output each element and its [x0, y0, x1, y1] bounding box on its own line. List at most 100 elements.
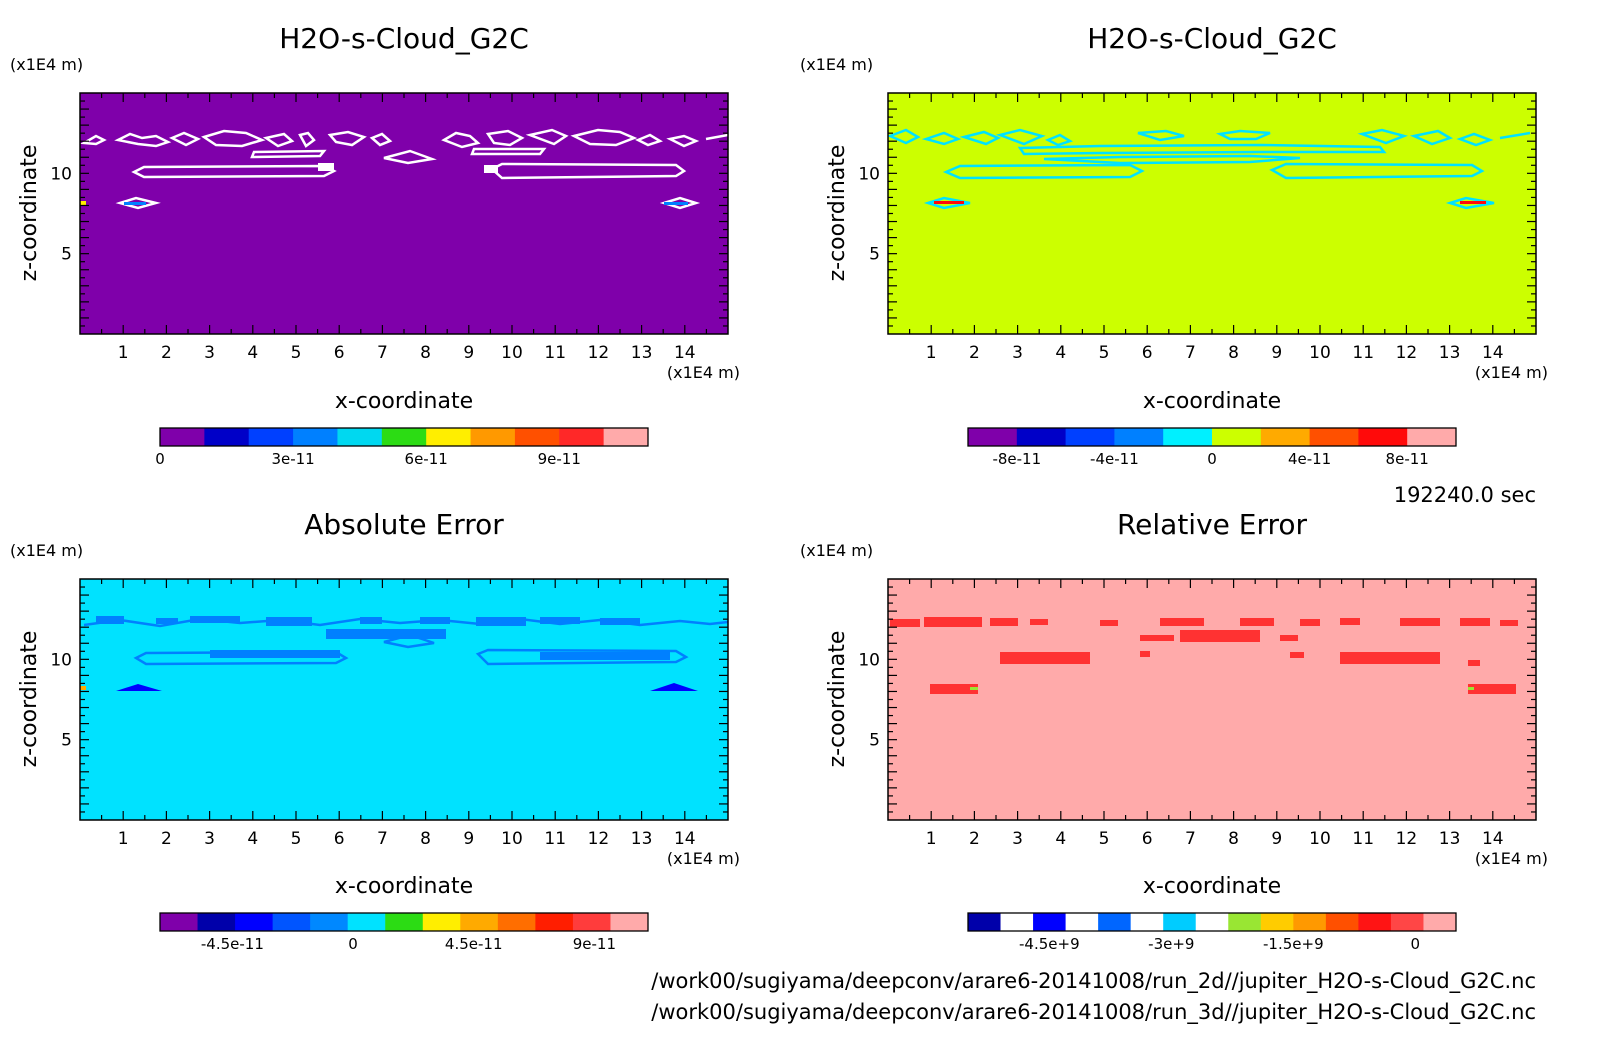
- x-tick-label: 10: [1309, 829, 1331, 849]
- x-tick-label: 11: [544, 343, 566, 363]
- filled-features: [934, 201, 1486, 204]
- x-tick-label: 5: [1099, 829, 1110, 849]
- colorbar-swatch: [1228, 913, 1262, 931]
- colorbar-swatch: [347, 913, 386, 931]
- colorbar-tick-label: 3e-11: [271, 450, 314, 468]
- x-tick-label: 4: [247, 829, 258, 849]
- colorbar-tick-label: -4.5e+9: [1019, 935, 1080, 953]
- panel-title: H2O-s-Cloud_G2C: [1087, 22, 1337, 55]
- x-axis-label: x-coordinate: [335, 874, 473, 899]
- colorbar-swatch: [968, 913, 1002, 931]
- x-tick-label: 1: [926, 829, 937, 849]
- colorbar-swatch: [1065, 913, 1099, 931]
- y-axis-label: z-coordinate: [17, 631, 42, 768]
- colorbar-swatch: [1390, 913, 1424, 931]
- x-tick-label: 4: [1055, 343, 1066, 363]
- colorbar-swatch: [1033, 913, 1067, 931]
- x-tick-label: 3: [204, 829, 215, 849]
- x-tick-label: 6: [334, 829, 345, 849]
- x-tick-label: 8: [420, 343, 431, 363]
- x-tick-label: 12: [588, 343, 610, 363]
- x-tick-label: 7: [1185, 829, 1196, 849]
- x-tick-label: 4: [1055, 829, 1066, 849]
- y-tick-label: 5: [869, 245, 880, 265]
- colorbar-tick-label: 9e-11: [538, 450, 581, 468]
- colorbar-frame: [967, 912, 1457, 932]
- plot-background: [80, 579, 728, 820]
- colorbar-swatch: [160, 428, 205, 446]
- colorbar-swatch: [1325, 913, 1359, 931]
- colorbar-tick-label: -4e-11: [1090, 450, 1139, 468]
- colorbar-tick-label: -4.5e-11: [201, 935, 264, 953]
- y-unit-label: (x1E4 m): [10, 55, 83, 74]
- y-ticks: 5 10: [858, 586, 1536, 813]
- x-tick-label: 13: [1439, 829, 1461, 849]
- x-tick-label: 3: [1012, 343, 1023, 363]
- x-tick-label: 14: [1482, 343, 1504, 363]
- x-tick-label: 6: [334, 343, 345, 363]
- x-tick-label: 11: [1352, 829, 1374, 849]
- colorbar-tick-label: 0: [155, 450, 165, 468]
- panel-title: Relative Error: [1117, 508, 1308, 541]
- x-tick-label: 2: [161, 343, 172, 363]
- colorbar-swatch: [1309, 428, 1359, 446]
- colorbar-swatch: [1195, 913, 1229, 931]
- colorbar-swatch: [460, 913, 499, 931]
- colorbar-swatch: [204, 428, 250, 446]
- colorbar-tick-label: 0: [1411, 935, 1421, 953]
- file-path-2d: /work00/sugiyama/deepconv/arare6-2014100…: [651, 969, 1536, 994]
- colorbar-swatch: [1016, 428, 1067, 446]
- colorbar-swatch: [272, 913, 311, 931]
- colorbar-tick-label: 0: [348, 935, 358, 953]
- x-tick-label: 10: [501, 343, 523, 363]
- colorbar-swatch: [1163, 428, 1213, 446]
- x-axis-label: x-coordinate: [1143, 874, 1281, 899]
- colorbar-swatch: [197, 913, 236, 931]
- colorbar-swatch: [1130, 913, 1164, 931]
- colorbar-swatch: [1423, 913, 1457, 931]
- colorbar-tick-label: 8e-11: [1386, 450, 1429, 468]
- y-tick-label: 10: [50, 650, 72, 670]
- colorbar-swatch: [610, 913, 649, 931]
- x-tick-label: 14: [1482, 829, 1504, 849]
- x-ticks: 1 2 3 4 5 6 7 8 9 10 11 12 13 14: [100, 579, 708, 849]
- x-tick-label: 7: [377, 829, 388, 849]
- y-ticks: 5 10: [50, 586, 728, 813]
- colorbar-swatch: [248, 428, 294, 446]
- file-path-3d: /work00/sugiyama/deepconv/arare6-2014100…: [651, 1000, 1536, 1025]
- colorbar-swatch: [235, 913, 274, 931]
- colorbar-swatch: [1163, 913, 1197, 931]
- x-tick-label: 3: [204, 343, 215, 363]
- panel-title: Absolute Error: [304, 508, 504, 541]
- colorbar-swatch: [1407, 428, 1457, 446]
- colorbar-frame: [159, 912, 649, 932]
- y-tick-label: 5: [869, 731, 880, 751]
- colorbar-tick-label: 4e-11: [1288, 450, 1331, 468]
- x-tick-label: 9: [1271, 829, 1282, 849]
- colorbar-swatch: [968, 428, 1018, 446]
- y-ticks: 5 10: [858, 100, 1536, 327]
- y-unit-label: (x1E4 m): [800, 541, 873, 560]
- y-unit-label: (x1E4 m): [10, 541, 83, 560]
- colorbar: -4.5e+9 -3e+9 -1.5e+9 0: [967, 912, 1457, 953]
- x-tick-label: 2: [969, 343, 980, 363]
- x-tick-label: 9: [463, 343, 474, 363]
- x-tick-label: 5: [291, 829, 302, 849]
- colorbar-swatch: [559, 428, 605, 446]
- colorbar-swatch: [381, 428, 427, 446]
- x-tick-label: 8: [420, 829, 431, 849]
- colorbar-swatch: [1065, 428, 1115, 446]
- colorbar-swatch: [514, 428, 560, 446]
- colorbar-swatch: [603, 428, 649, 446]
- plot-background: [888, 579, 1536, 820]
- colorbar-swatch: [497, 913, 536, 931]
- plot-background: [80, 93, 728, 334]
- colorbar-swatch: [1000, 913, 1034, 931]
- colorbar-tick-label: 4.5e-11: [445, 935, 503, 953]
- x-ticks: 1 2 3 4 5 6 7 8 9 10 11 12 13 14: [908, 93, 1516, 363]
- colorbar-swatch: [1260, 428, 1311, 446]
- contour-features: [80, 128, 728, 210]
- y-tick-label: 5: [61, 245, 72, 265]
- x-tick-label: 8: [1228, 343, 1239, 363]
